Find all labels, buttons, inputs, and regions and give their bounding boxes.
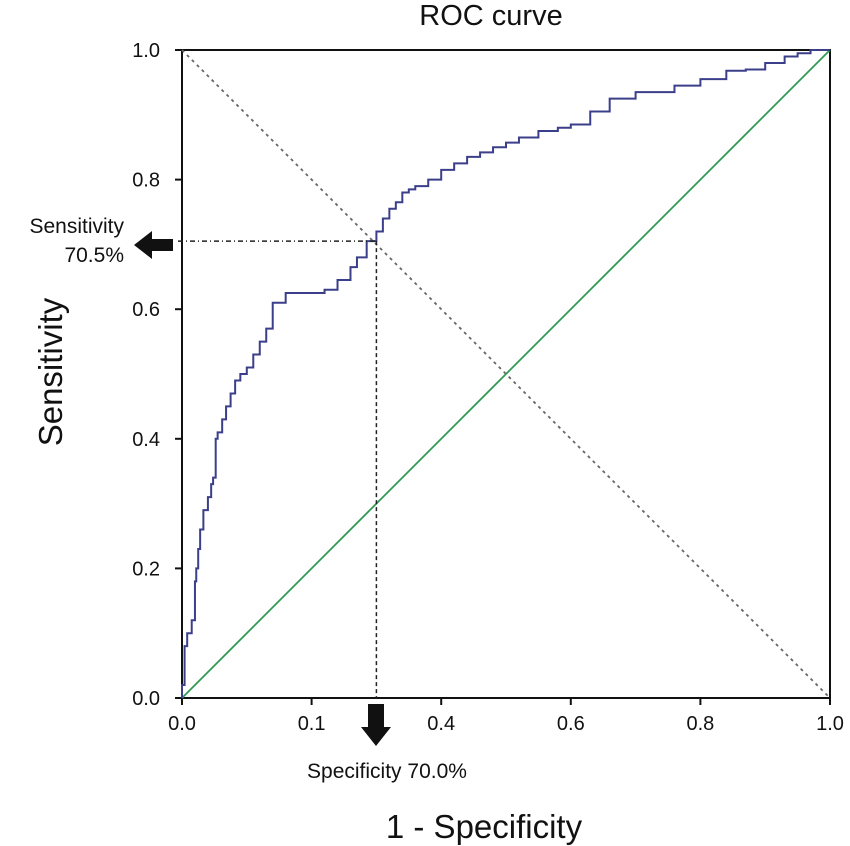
y-axis-label: Sensitivity [32, 297, 69, 446]
series-line-reference [181, 49, 831, 699]
plot-frame [181, 49, 831, 699]
y-tick-label: 0.0 [132, 688, 160, 710]
chart-title: ROC curve [419, 0, 562, 32]
x-tick-label: 0.0 [168, 713, 196, 735]
series-line-anti-diagonal [181, 49, 831, 699]
x-tick-label: 0.1 [298, 713, 326, 735]
y-tick-label: 0.2 [132, 558, 160, 580]
series-layer [181, 49, 831, 699]
x-tick-label: 0.4 [427, 713, 455, 735]
down-arrow-icon [361, 704, 391, 746]
y-tick-label: 1.0 [132, 40, 160, 62]
x-tick-label: 1.0 [816, 713, 844, 735]
x-tick-label: 0.6 [557, 713, 585, 735]
sensitivity-annotation-label: Sensitivity [29, 215, 124, 238]
sensitivity-annotation-value: 70.5% [64, 244, 124, 267]
x-tick-label: 0.8 [686, 713, 714, 735]
y-tick-label: 0.4 [132, 429, 160, 451]
y-tick-label: 0.8 [132, 170, 160, 192]
x-axis-ticks: 0.0 0.1 0.4 0.6 0.8 1.0 [168, 698, 844, 735]
y-axis-ticks: 0.0 0.2 0.4 0.6 0.8 1.0 [132, 40, 182, 710]
left-arrow-icon [134, 231, 173, 259]
specificity-annotation: Specificity 70.0% [307, 760, 467, 783]
y-tick-label: 0.6 [132, 299, 160, 321]
x-axis-label: 1 - Specificity [386, 808, 583, 845]
